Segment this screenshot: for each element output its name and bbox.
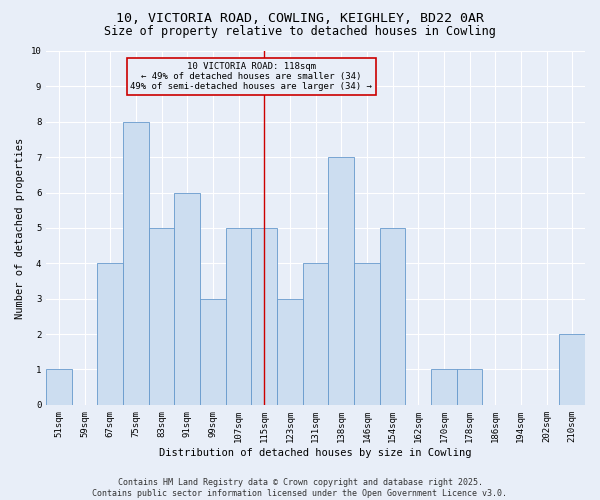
Bar bbox=[46, 370, 72, 405]
Bar bbox=[457, 370, 482, 405]
Text: 10 VICTORIA ROAD: 118sqm
← 49% of detached houses are smaller (34)
49% of semi-d: 10 VICTORIA ROAD: 118sqm ← 49% of detach… bbox=[130, 62, 373, 92]
Bar bbox=[251, 228, 277, 405]
Bar bbox=[97, 264, 123, 405]
Bar bbox=[149, 228, 175, 405]
Bar bbox=[354, 264, 380, 405]
Bar bbox=[277, 298, 303, 405]
Bar bbox=[328, 157, 354, 405]
Bar bbox=[559, 334, 585, 405]
Text: 10, VICTORIA ROAD, COWLING, KEIGHLEY, BD22 0AR: 10, VICTORIA ROAD, COWLING, KEIGHLEY, BD… bbox=[116, 12, 484, 26]
Bar bbox=[200, 298, 226, 405]
Bar bbox=[303, 264, 328, 405]
Bar bbox=[380, 228, 406, 405]
Bar bbox=[175, 192, 200, 405]
Text: Size of property relative to detached houses in Cowling: Size of property relative to detached ho… bbox=[104, 25, 496, 38]
Bar bbox=[123, 122, 149, 405]
Y-axis label: Number of detached properties: Number of detached properties bbox=[15, 138, 25, 318]
X-axis label: Distribution of detached houses by size in Cowling: Distribution of detached houses by size … bbox=[160, 448, 472, 458]
Bar bbox=[226, 228, 251, 405]
Text: Contains HM Land Registry data © Crown copyright and database right 2025.
Contai: Contains HM Land Registry data © Crown c… bbox=[92, 478, 508, 498]
Bar bbox=[431, 370, 457, 405]
